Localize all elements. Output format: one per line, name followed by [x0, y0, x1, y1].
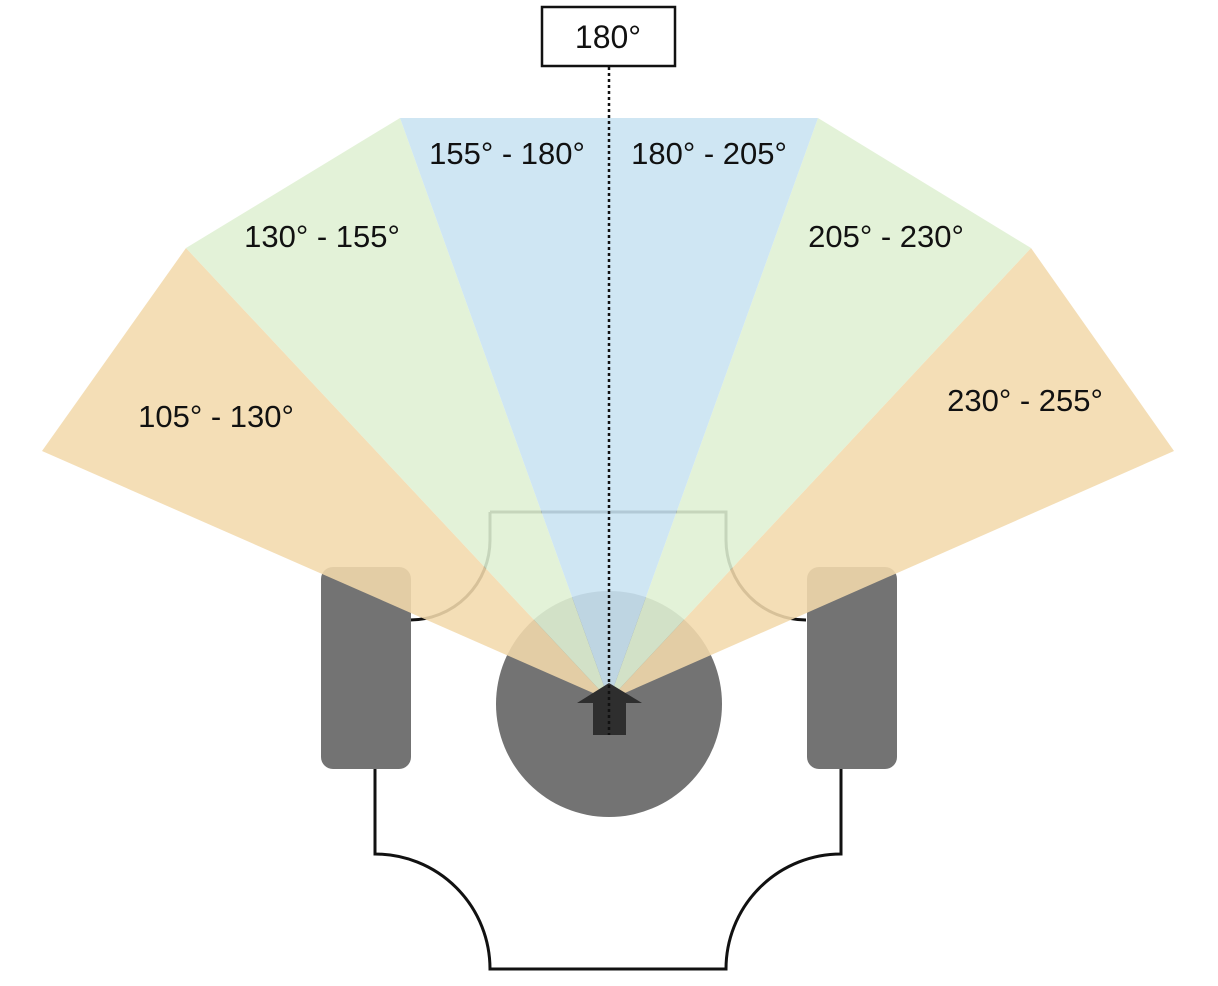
sector-130-155 — [186, 118, 609, 700]
sector-label-130-155: 130° - 155° — [244, 219, 400, 254]
left-wheel — [321, 567, 411, 769]
sensor-sectors — [42, 118, 1174, 700]
sector-label-180-205: 180° - 205° — [631, 136, 787, 171]
top-angle-label: 180° — [575, 19, 641, 55]
right-wheel — [807, 567, 897, 769]
sector-205-230 — [609, 118, 1031, 700]
top-angle-box — [540, 5, 677, 68]
sector-105-130 — [42, 248, 609, 700]
sector-230-255 — [609, 248, 1174, 700]
sector-label-230-255: 230° - 255° — [947, 383, 1103, 418]
sector-155-180 — [400, 118, 609, 700]
robot-rear-outline — [373, 768, 843, 971]
sector-label-155-180: 155° - 180° — [429, 136, 585, 171]
sector-180-205 — [609, 118, 818, 700]
sector-label-205-230: 205° - 230° — [808, 219, 964, 254]
sector-label-105-130: 105° - 130° — [138, 399, 294, 434]
